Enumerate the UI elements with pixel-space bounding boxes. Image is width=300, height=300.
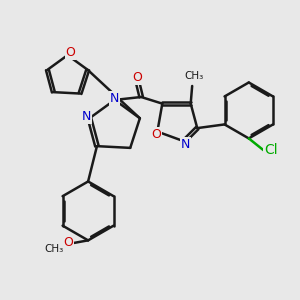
Text: CH₃: CH₃ (184, 71, 203, 81)
Text: O: O (63, 236, 73, 249)
Text: N: N (82, 110, 91, 123)
Text: N: N (110, 92, 119, 105)
Text: N: N (181, 138, 190, 151)
Text: O: O (132, 71, 142, 84)
Text: O: O (151, 128, 161, 141)
Text: CH₃: CH₃ (44, 244, 63, 254)
Text: O: O (66, 46, 75, 59)
Text: Cl: Cl (264, 143, 278, 157)
